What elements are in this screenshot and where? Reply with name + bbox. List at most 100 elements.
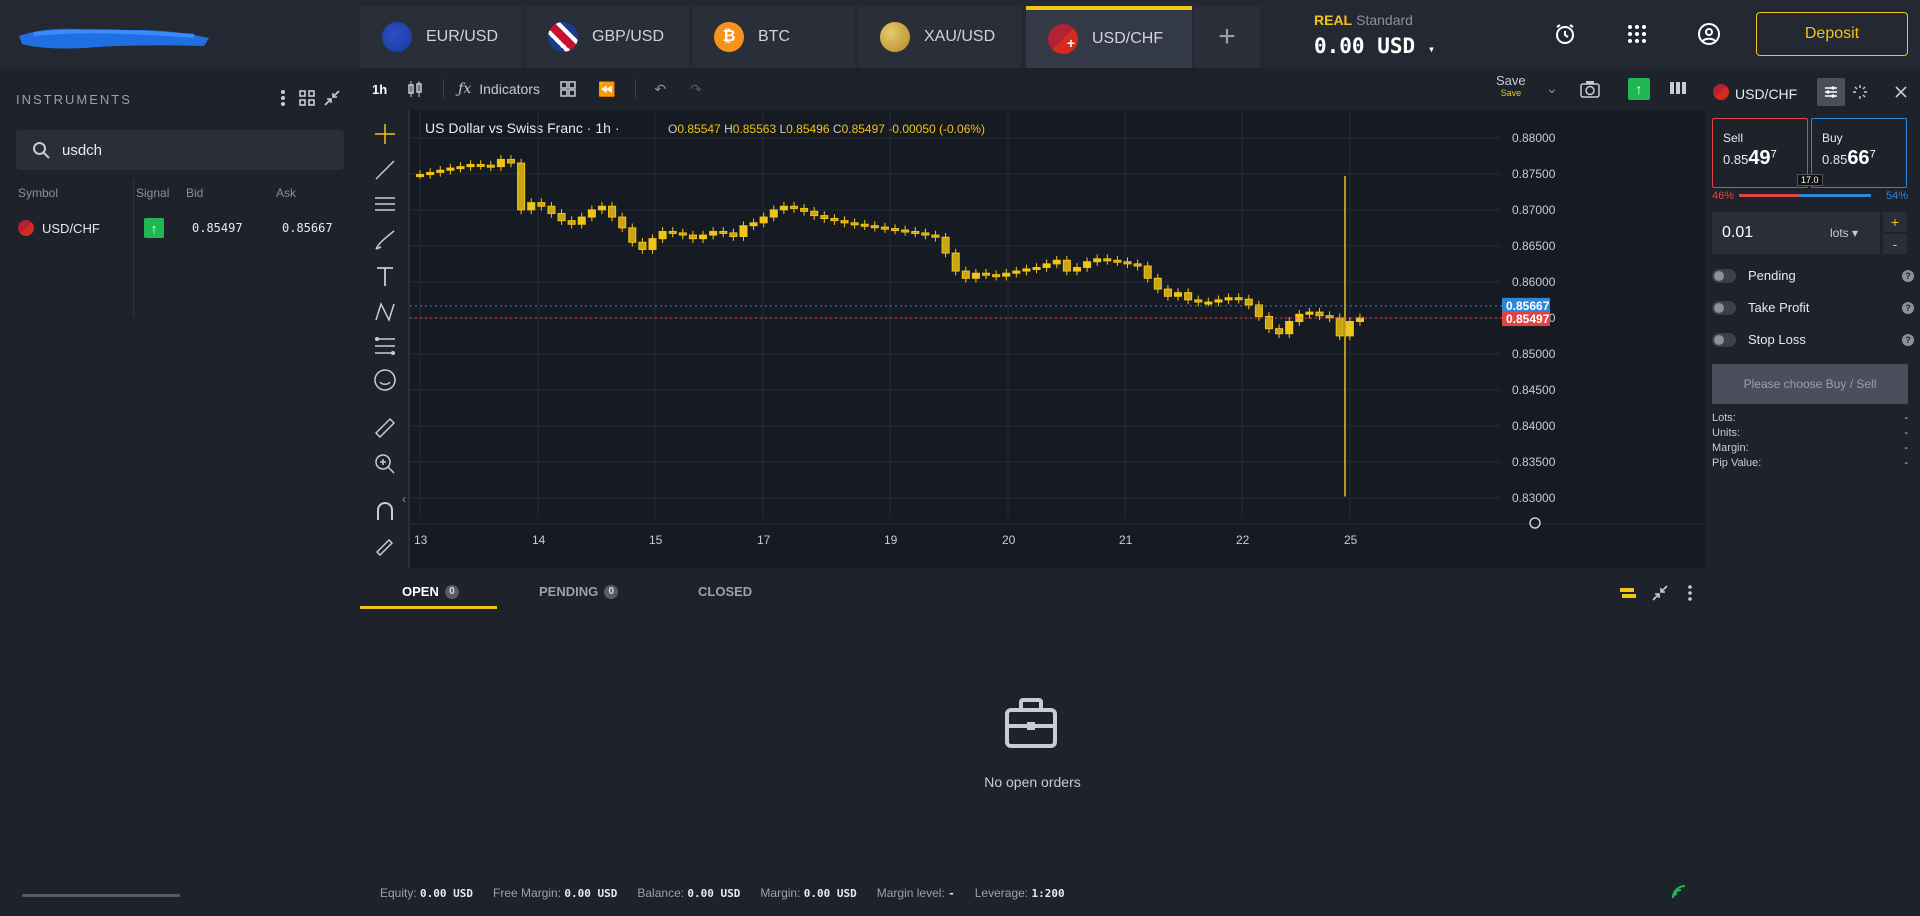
candle-body (992, 274, 1001, 278)
candle-body (840, 220, 849, 224)
sell-button[interactable]: Sell 0.85497 (1712, 118, 1808, 188)
horizontal-lines-icon[interactable] (373, 192, 397, 216)
one-click-trade-icon[interactable] (1852, 84, 1868, 100)
redo-icon[interactable]: ↷ (690, 80, 702, 97)
logo-redacted (19, 28, 209, 49)
tab-open-orders[interactable]: OPEN 0 (402, 584, 459, 599)
trade-arrow-icon[interactable]: ↑ (1628, 78, 1650, 100)
candle-body (537, 202, 546, 207)
chart-settings-icon[interactable] (1529, 517, 1541, 529)
candle-body (1335, 317, 1344, 337)
alarm-clock-icon[interactable] (1553, 22, 1577, 46)
undo-icon[interactable]: ↶ (654, 80, 667, 97)
collapse-tools-icon[interactable]: ‹ (402, 492, 406, 506)
grid-view-icon[interactable] (299, 90, 315, 106)
candle-type-icon[interactable] (407, 80, 423, 98)
search-input[interactable]: usdch (62, 141, 103, 159)
ruler-icon[interactable] (373, 416, 397, 440)
buy-button[interactable]: Buy 0.85667 (1811, 118, 1907, 188)
candle-body (466, 163, 475, 168)
timeframe-button[interactable]: 1h (372, 81, 388, 97)
candle-body (1133, 263, 1142, 267)
measure-lines-icon[interactable] (373, 334, 397, 358)
pending-toggle[interactable] (1712, 268, 1736, 283)
column-divider (133, 180, 134, 316)
camera-icon[interactable] (1580, 80, 1600, 98)
chart-toolbar: 1h ƒx Indicators ⏪ ↶ ↷ Save Save ⌄ ↑ (360, 68, 1705, 110)
table-row[interactable]: USD/CHF ↑ 0.85497 0.85667 (0, 216, 356, 240)
more-vertical-icon[interactable] (278, 88, 288, 108)
candle-body (1113, 259, 1122, 263)
tab-pending-orders[interactable]: PENDING 0 (539, 584, 619, 599)
help-icon[interactable]: ? (1902, 270, 1914, 282)
help-icon[interactable]: ? (1902, 302, 1914, 314)
candle-body (688, 234, 697, 240)
place-order-button[interactable]: Please choose Buy / Sell (1712, 364, 1908, 404)
indicators-button[interactable]: Indicators (479, 81, 540, 97)
candle-body (921, 232, 930, 236)
caret-down-icon: ▾ (1427, 42, 1436, 56)
tab-xauusd[interactable]: XAU/USD (858, 6, 1021, 68)
magnet-icon[interactable] (373, 500, 397, 524)
tab-eurusd[interactable]: EUR/USD (360, 6, 523, 68)
layout-icon[interactable] (560, 81, 576, 97)
order-list-icon[interactable] (1618, 584, 1638, 602)
tab-gbpusd[interactable]: GBP/USD (526, 6, 689, 68)
account-summary[interactable]: REAL Standard 0.00 USD ▾ (1314, 12, 1435, 58)
account-type: REAL (1314, 12, 1353, 28)
apps-grid-icon[interactable] (1625, 22, 1649, 46)
text-tool-icon[interactable] (373, 264, 397, 288)
lock-drawings-icon[interactable] (373, 532, 397, 556)
crosshair-icon[interactable] (373, 122, 397, 146)
candle-body (577, 216, 586, 225)
lots-input[interactable]: 0.01 lots ▾ (1712, 212, 1880, 254)
increment-lots-button[interactable]: + (1883, 212, 1907, 232)
decrement-lots-button[interactable]: - (1883, 234, 1907, 254)
help-icon[interactable]: ? (1902, 334, 1914, 346)
lots-unit-select[interactable]: lots ▾ (1830, 226, 1859, 240)
leverage-stat: Leverage: 1:200 (974, 886, 1065, 900)
trend-line-icon[interactable] (373, 158, 397, 182)
chevron-down-icon[interactable]: ⌄ (1546, 80, 1558, 96)
y-tick-label: 0.84500 (1512, 383, 1556, 397)
take-profit-option[interactable]: Take Profit (1712, 300, 1809, 315)
candle-body (860, 223, 869, 227)
divider (443, 79, 445, 99)
tab-label: GBP/USD (592, 28, 665, 45)
zoom-in-icon[interactable] (373, 452, 397, 476)
deposit-button[interactable]: Deposit (1756, 12, 1908, 56)
x-tick-label: 20 (1002, 533, 1016, 547)
candle-body (567, 220, 576, 225)
candle-body (891, 228, 900, 232)
add-tab-button[interactable]: + (1194, 6, 1260, 68)
collapse-icon[interactable] (324, 90, 340, 106)
more-vertical-icon[interactable] (1686, 584, 1694, 602)
brush-icon[interactable] (373, 228, 397, 252)
candle-body (1244, 298, 1253, 306)
candle-body (1234, 297, 1243, 301)
stop-loss-toggle[interactable] (1712, 332, 1736, 347)
stop-loss-option[interactable]: Stop Loss (1712, 332, 1806, 347)
close-icon[interactable] (1895, 86, 1907, 98)
replay-icon[interactable]: ⏪ (597, 80, 616, 97)
scrollbar[interactable] (22, 894, 180, 897)
take-profit-toggle[interactable] (1712, 300, 1736, 315)
save-button[interactable]: Save Save (1496, 73, 1526, 98)
columns-icon[interactable] (1670, 82, 1686, 94)
tab-usdchf[interactable]: + USD/CHF (1026, 6, 1192, 68)
price-chart[interactable]: 0.880000.875000.870000.865000.860000.855… (410, 110, 1705, 568)
emoji-icon[interactable] (373, 368, 397, 392)
tab-label: BTC (758, 28, 790, 45)
user-profile-icon[interactable] (1697, 22, 1721, 46)
tab-closed-orders[interactable]: CLOSED (698, 584, 753, 599)
instrument-search[interactable]: usdch (16, 130, 344, 170)
pattern-icon[interactable] (373, 300, 397, 324)
settings-sliders-icon[interactable] (1817, 78, 1845, 106)
y-tick-label: 0.85000 (1512, 347, 1556, 361)
col-ask: Ask (276, 186, 297, 200)
free-margin-stat: Free Margin: 0.00 USD (493, 886, 618, 900)
candle-body (880, 226, 889, 230)
tab-btc[interactable]: ₿ BTC (692, 6, 855, 68)
collapse-icon[interactable] (1652, 585, 1668, 601)
pending-option[interactable]: Pending (1712, 268, 1796, 283)
